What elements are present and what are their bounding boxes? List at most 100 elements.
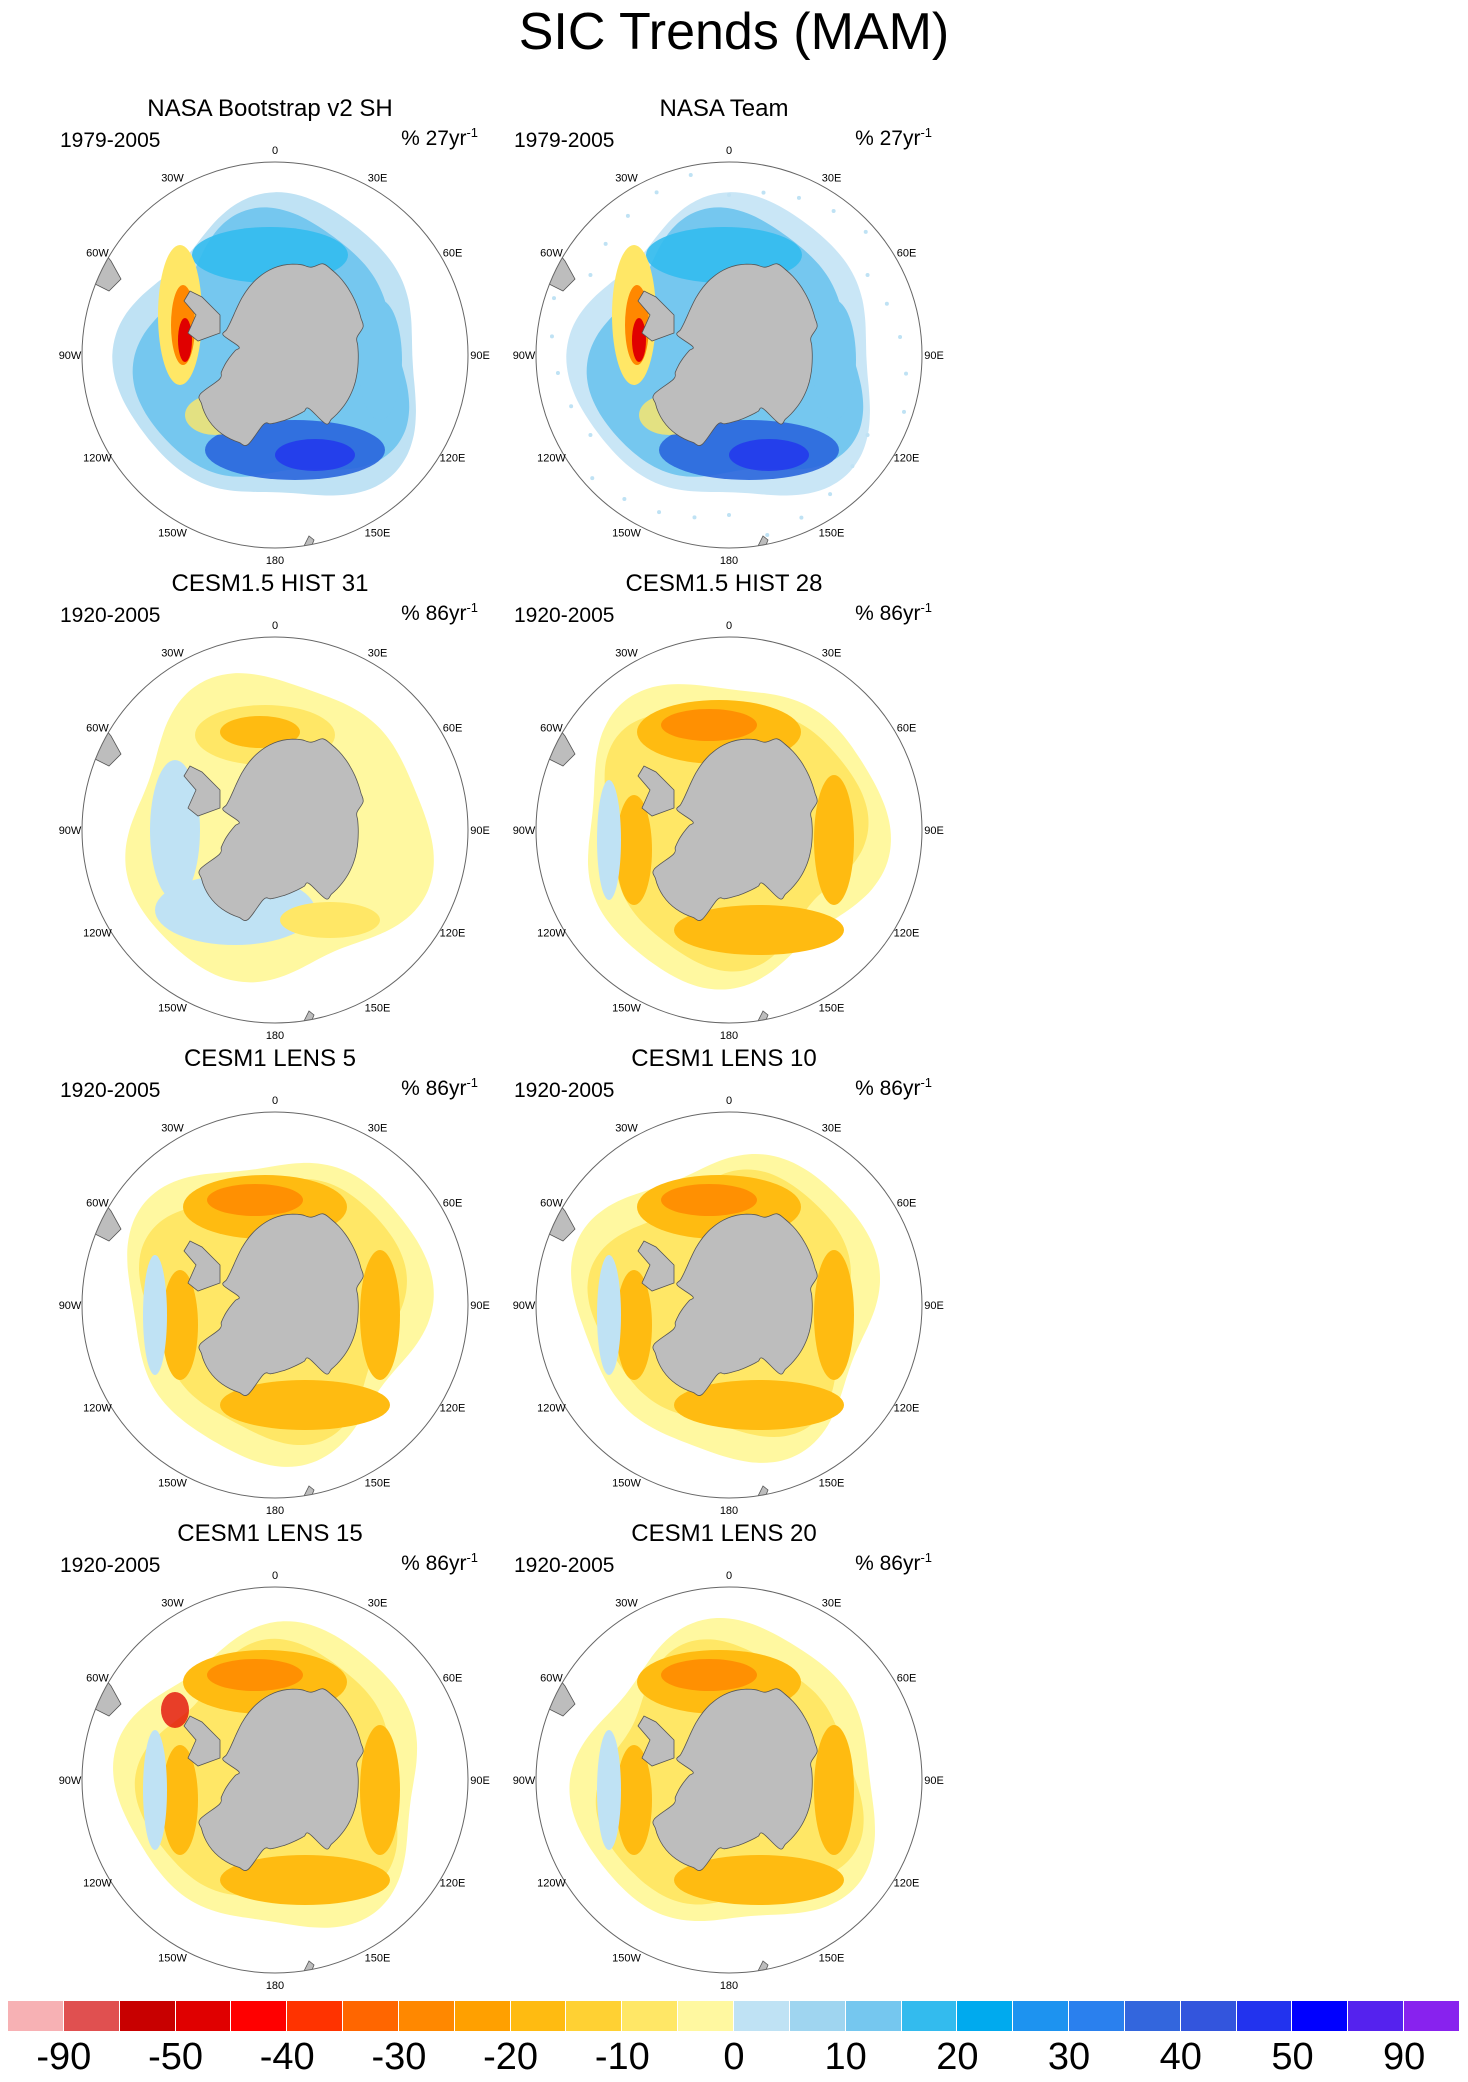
degree-label: 150E [819, 1478, 845, 1490]
sea-ice-field [84, 1162, 434, 1498]
degree-label: 60E [443, 248, 463, 260]
degree-label: 180 [266, 1980, 284, 1990]
sea-ice-field [84, 192, 416, 548]
units-text: % 86yr [401, 602, 467, 625]
degree-label: 120W [537, 1878, 566, 1890]
colorbar-segment [231, 2001, 288, 2031]
panel-title: NASA Bootstrap v2 SH [147, 95, 393, 122]
colorbar-tick-label: -90 [36, 2036, 92, 2078]
sea-ice-field [538, 1618, 875, 1973]
antarctic-peninsula [637, 1715, 675, 1767]
units-text: % 86yr [401, 1077, 467, 1100]
map-border [81, 1111, 469, 1499]
degree-label: 120E [894, 1878, 920, 1890]
map-panel: CESM1 LENS 15 1920-2005 % 86yr-1 0 30E 60E 90E… [40, 1520, 500, 1990]
colorbar-segment [119, 2001, 176, 2031]
degree-label: 30E [822, 1597, 842, 1609]
panel-title: CESM1 LENS 5 [183, 1045, 357, 1072]
new-zealand-landmass [302, 1485, 315, 1498]
antarctic-peninsula [183, 1715, 221, 1767]
degree-label: 90W [513, 1300, 536, 1312]
degree-label: 180 [266, 1030, 284, 1040]
colorbar-segment [175, 2001, 232, 2031]
degree-label: 120W [83, 453, 112, 465]
degree-label: 30W [615, 172, 638, 184]
colorbar-tick-label: -40 [259, 2036, 315, 2078]
antarctica-landmass [652, 1213, 818, 1396]
degree-label: 180 [720, 1030, 738, 1040]
colorbar-segment [510, 2001, 567, 2031]
degree-label: 60E [897, 1198, 917, 1210]
degree-label: 120W [83, 928, 112, 940]
colorbar-tick-label: 20 [936, 2036, 979, 2078]
degree-label: 180 [266, 1505, 284, 1515]
antarctic-peninsula [183, 1240, 221, 1292]
degree-label: 30W [615, 1122, 638, 1134]
antarctica-landmass [652, 738, 818, 921]
panel-title: CESM1 LENS 10 [631, 1045, 817, 1072]
panel-period: 1920-2005 [60, 1079, 161, 1102]
panel-period: 1920-2005 [60, 1554, 161, 1577]
colorbar-segment [734, 2001, 790, 2031]
degree-label: 90E [470, 1775, 490, 1787]
colorbar-segment [845, 2001, 902, 2031]
degree-label: 120W [83, 1403, 112, 1415]
degree-label: 150E [365, 1003, 391, 1015]
panel-units: % 86yr-1 [855, 1075, 932, 1101]
units-exponent: -1 [920, 600, 932, 615]
panel-title: CESM1 LENS 20 [631, 1520, 817, 1547]
degree-label: 90E [924, 1775, 944, 1787]
antarctic-peninsula [183, 290, 221, 342]
degree-label: 150E [819, 1003, 845, 1015]
units-exponent: -1 [466, 600, 478, 615]
degree-label: 90E [924, 350, 944, 362]
degree-label: 150W [158, 528, 187, 540]
panel-units: % 86yr-1 [855, 1550, 932, 1576]
colorbar-segment [343, 2001, 399, 2031]
colorbar-tick-label: 50 [1271, 2036, 1314, 2078]
map-border [81, 1586, 469, 1974]
degree-label: 90W [59, 825, 82, 837]
degree-label: 0 [726, 620, 732, 632]
antarctic-peninsula [637, 1240, 675, 1292]
new-zealand-landmass [302, 1960, 315, 1973]
degree-label: 0 [726, 145, 732, 157]
polar-map: 0 30E 60E 90E 120E 150E 180 150W 120W 90W 60W 30W [59, 620, 490, 1040]
degree-label: 120W [537, 453, 566, 465]
polar-map: 0 30E 60E 90E 120E 150E 180 150W 120W 90W 60W 30W [59, 1570, 490, 1990]
panel-units: % 86yr-1 [855, 600, 932, 626]
degree-label: 120W [83, 1878, 112, 1890]
antarctic-peninsula [637, 765, 675, 817]
polar-map: 0 30E 60E 90E 120E 150E 180 150W 120W 90W 60W 30W [513, 1095, 944, 1515]
new-zealand-landmass [302, 535, 315, 548]
colorbar-segment [622, 2001, 679, 2031]
degree-label: 150W [158, 1953, 187, 1965]
map-panel: CESM1 LENS 5 1920-2005 % 86yr-1 0 30E 60E 90E 1… [40, 1045, 500, 1515]
map-panel: NASA Team 1979-2005 % 27yr-1 0 30E 60E 90E 120E… [494, 95, 954, 565]
degree-label: 0 [726, 1570, 732, 1582]
map-border [535, 161, 923, 549]
units-exponent: -1 [920, 1075, 932, 1090]
map-panel: NASA Bootstrap v2 SH 1979-2005 % 27yr-1 0 30… [40, 95, 500, 565]
colorbar-segment [1013, 2001, 1070, 2031]
units-text: % 86yr [855, 1552, 921, 1575]
polar-map: 0 30E 60E 90E 120E 150E 180 150W 120W 90W 60W 30W [513, 145, 944, 565]
new-zealand-landmass [756, 535, 769, 548]
degree-label: 60E [897, 248, 917, 260]
map-border [81, 636, 469, 1024]
degree-label: 120E [440, 1403, 466, 1415]
colorbar-tick-label: -30 [371, 2036, 427, 2078]
map-panel: CESM1.5 HIST 28 1920-2005 % 86yr-1 0 30E 60E 9… [494, 570, 954, 1040]
degree-label: 60W [540, 248, 563, 260]
antarctic-peninsula [637, 290, 675, 342]
colorbar-segment [1292, 2001, 1349, 2031]
polar-map: 0 30E 60E 90E 120E 150E 180 150W 120W 90W 60W 30W [513, 1570, 944, 1990]
panel-units: % 86yr-1 [401, 600, 478, 626]
units-exponent: -1 [466, 1550, 478, 1565]
new-zealand-landmass [756, 1485, 769, 1498]
units-exponent: -1 [466, 125, 478, 140]
degree-label: 120E [440, 453, 466, 465]
polar-map: 0 30E 60E 90E 120E 150E 180 150W 120W 90W 60W 30W [59, 1095, 490, 1515]
sea-ice-field [84, 673, 434, 1023]
degree-label: 120E [894, 453, 920, 465]
